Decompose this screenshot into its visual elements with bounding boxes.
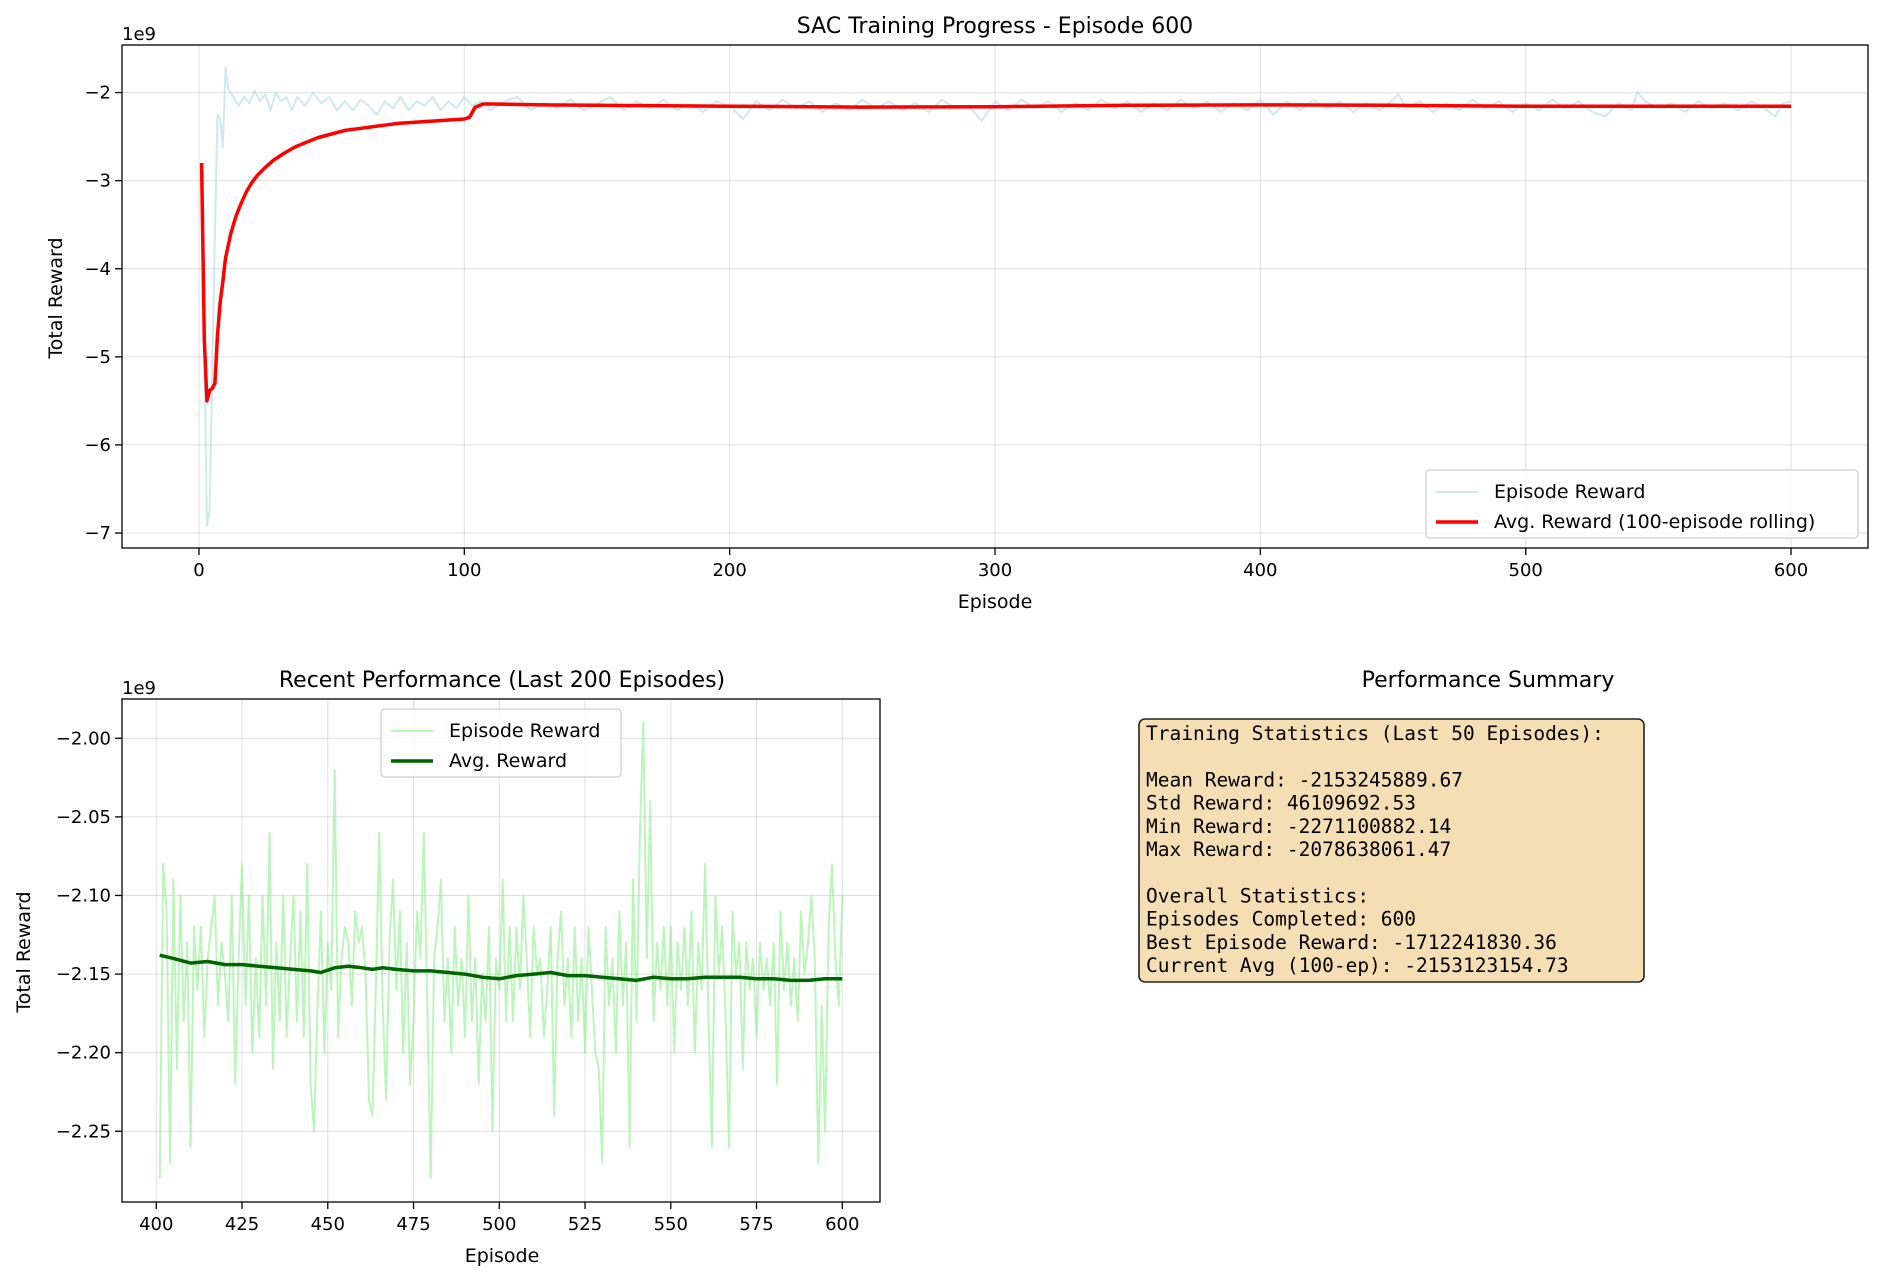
- y-tick-label: −2.10: [56, 885, 111, 906]
- x-tick-label: 400: [1243, 560, 1277, 581]
- summary-line: Std Reward: 46109692.53: [1146, 792, 1416, 815]
- y-tick-label: −2.00: [56, 728, 111, 749]
- recent-performance-chart: Recent Performance (Last 200 Episodes) 1…: [13, 668, 881, 1267]
- series-line-episode-reward: [158, 721, 844, 1180]
- x-tick-label: 550: [654, 1214, 688, 1235]
- x-tick-label: 475: [396, 1214, 430, 1235]
- x-tick-label: 400: [139, 1214, 173, 1235]
- chart-title: Recent Performance (Last 200 Episodes): [279, 668, 725, 693]
- x-tick-label: 200: [712, 560, 746, 581]
- summary-line: Mean Reward: -2153245889.67: [1146, 768, 1463, 791]
- chart-title: SAC Training Progress - Episode 600: [797, 14, 1193, 39]
- summary-line: Best Episode Reward: -1712241830.36: [1146, 931, 1557, 954]
- y-offset-label: 1e9: [122, 678, 156, 699]
- grid: [122, 45, 1868, 548]
- y-tick-label: −3: [84, 171, 111, 192]
- series-group: [199, 66, 1792, 527]
- y-axis-label: Total Reward: [45, 237, 67, 359]
- x-axis-label: Episode: [465, 1245, 540, 1267]
- legend-label: Episode Reward: [1494, 481, 1645, 503]
- y-axis-label: Total Reward: [13, 891, 35, 1013]
- series-line-avg-reward: [199, 102, 1791, 403]
- x-tick-label: 525: [568, 1214, 602, 1235]
- y-tick-label: −6: [84, 435, 111, 456]
- legend-box: [1425, 469, 1859, 539]
- legend: Episode Reward Avg. Reward (100-episode r…: [1425, 469, 1859, 539]
- x-tick-label: 500: [482, 1214, 516, 1235]
- legend-label: Episode Reward: [449, 720, 600, 742]
- x-tick-label: 600: [1774, 560, 1808, 581]
- series-line-avg-reward: [159, 953, 843, 983]
- legend: Episode Reward Avg. Reward: [380, 708, 622, 778]
- summary-line: Overall Statistics:: [1146, 884, 1369, 907]
- series-group: [158, 721, 844, 1180]
- y-tick-label: −2.15: [56, 964, 111, 985]
- y-offset-label: 1e9: [122, 24, 156, 45]
- legend-label: Avg. Reward (100-episode rolling): [1494, 511, 1815, 533]
- y-tick-label: −2: [84, 83, 111, 104]
- summary-line: Current Avg (100-ep): -2153123154.73: [1146, 954, 1569, 977]
- x-tick-label: 300: [978, 560, 1012, 581]
- y-tick-label: −2.05: [56, 807, 111, 828]
- y-tick-label: −7: [84, 523, 111, 544]
- performance-summary-panel: Performance Summary Training Statistics …: [1138, 668, 1645, 983]
- training-progress-chart: SAC Training Progress - Episode 600 1e9 …: [45, 14, 1869, 613]
- legend-label: Avg. Reward: [449, 750, 567, 772]
- summary-line: Min Reward: -2271100882.14: [1146, 815, 1451, 838]
- x-tick-label: 600: [825, 1214, 859, 1235]
- x-tick-label: 100: [447, 560, 481, 581]
- plot-frame: [121, 698, 881, 1203]
- summary-line: Max Reward: -2078638061.47: [1146, 838, 1451, 861]
- summary-line: Episodes Completed: 600: [1146, 908, 1416, 931]
- x-tick-label: 450: [311, 1214, 345, 1235]
- y-tick-label: −2.25: [56, 1121, 111, 1142]
- y-tick-label: −5: [84, 347, 111, 368]
- x-tick-label: 500: [1509, 560, 1543, 581]
- summary-box: [1138, 718, 1645, 983]
- x-axis-label: Episode: [958, 591, 1033, 613]
- grid: [122, 699, 880, 1202]
- x-tick-label: 575: [739, 1214, 773, 1235]
- series-line-episode-reward: [200, 66, 1792, 527]
- x-tick-label: 0: [193, 560, 204, 581]
- y-tick-label: −2.20: [56, 1043, 111, 1064]
- summary-title: Performance Summary: [1362, 668, 1615, 693]
- y-tick-label: −4: [84, 259, 111, 280]
- legend-box: [380, 708, 622, 778]
- summary-line: Training Statistics (Last 50 Episodes):: [1146, 722, 1604, 745]
- x-tick-label: 425: [225, 1214, 259, 1235]
